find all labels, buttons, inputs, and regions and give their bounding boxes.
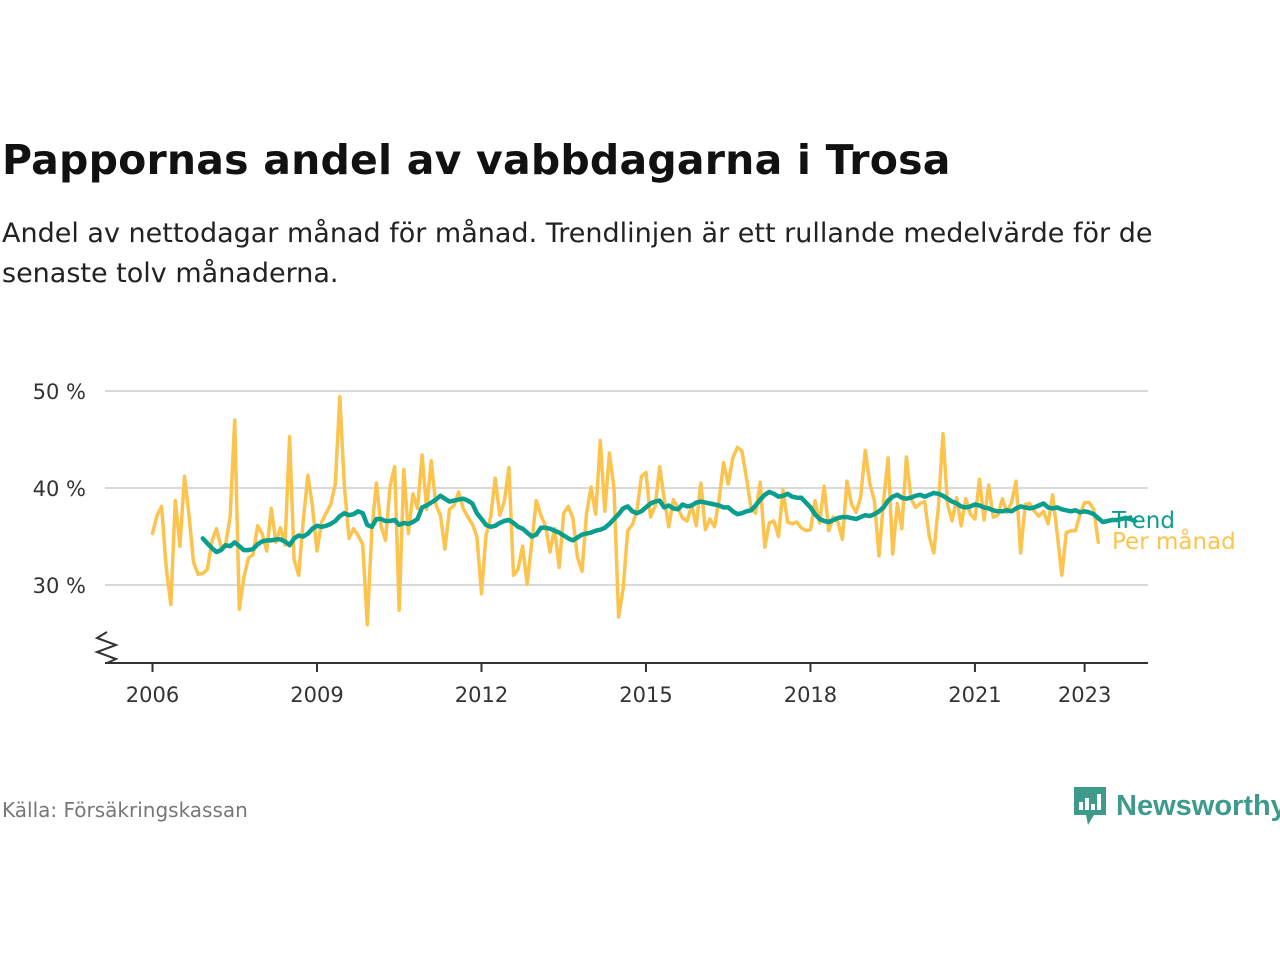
series-label-trend: Trend [1111,508,1175,534]
x-tick-label: 2023 [1058,683,1111,707]
newsworthy-chart-icon [1074,787,1106,825]
brand-name: Newsworthy [1116,789,1280,822]
x-tick-label: 2009 [290,683,343,707]
chart-title: Pappornas andel av vabbdagarna i Trosa [2,136,951,184]
x-tick-label: 2006 [126,683,179,707]
series [150,395,1138,627]
series-line-trend [200,489,1138,555]
y-tick-label: 40 % [33,477,86,501]
y-tick-label: 50 % [33,380,86,404]
axis-break-mark [94,631,119,664]
y-tick-label: 30 % [33,574,86,598]
axes: 30 % 40 % 50 % 2006 2009 2012 2015 2018 2021 2023 [33,380,1148,707]
newsworthy-logo[interactable]: Newsworthy [1072,784,1280,828]
x-tick-label: 2015 [619,683,672,707]
series-label-per-manad: Per månad [1112,527,1236,555]
x-tick-label: 2021 [948,683,1001,707]
x-tick-label: 2018 [784,683,837,707]
source-note: Källa: Försäkringskassan [2,798,248,822]
gridlines [105,390,1148,586]
x-tick-label: 2012 [455,683,508,707]
line-chart: 30 % 40 % 50 % 2006 2009 2012 2015 2018 2021 2023… [33,380,1236,707]
chart-subtitle: Andel av nettodagar månad för månad. Tre… [2,218,1153,289]
series-line-per-manad [150,395,1101,627]
